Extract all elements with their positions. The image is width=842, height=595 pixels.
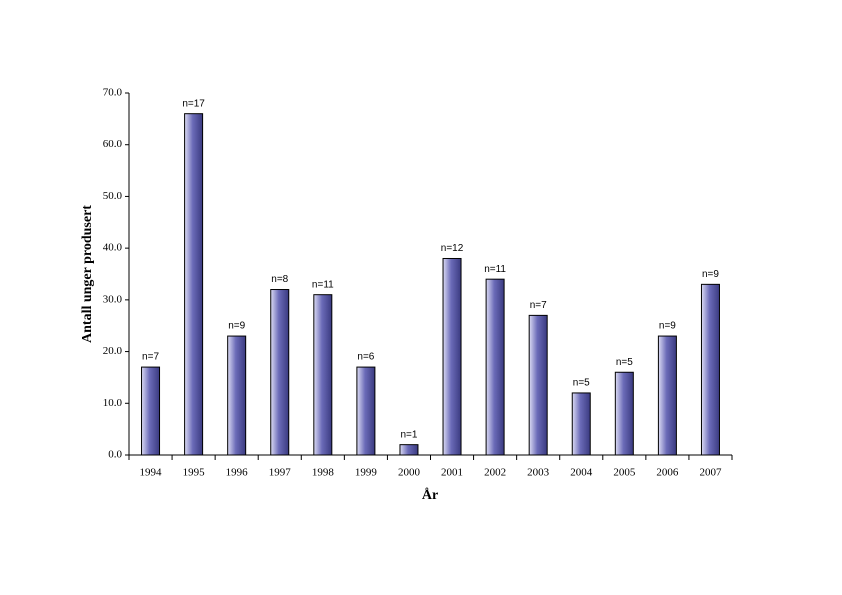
bar bbox=[141, 366, 161, 456]
x-tick-label: 2001 bbox=[441, 467, 463, 479]
x-tick-label: 2004 bbox=[570, 467, 593, 479]
x-tick-label: 2002 bbox=[484, 467, 506, 479]
x-tick-label: 2003 bbox=[527, 467, 550, 479]
x-tick-label: 2000 bbox=[398, 467, 421, 479]
x-tick-label: 1998 bbox=[312, 467, 335, 479]
bar bbox=[614, 371, 634, 456]
bar bbox=[657, 335, 677, 456]
sample-size-label: n=9 bbox=[228, 321, 245, 332]
sample-size-label: n=9 bbox=[659, 321, 676, 332]
x-tick-label: 1996 bbox=[226, 467, 249, 479]
bar bbox=[270, 289, 290, 456]
y-tick-label: 0.0 bbox=[108, 449, 122, 461]
y-tick-label: 50.0 bbox=[103, 190, 123, 202]
x-axis-title: År bbox=[422, 487, 438, 503]
y-axis-title: Antall unger produsert bbox=[80, 205, 95, 343]
y-tick-label: 10.0 bbox=[103, 397, 123, 409]
sample-size-label: n=8 bbox=[271, 274, 288, 285]
y-tick-label: 30.0 bbox=[103, 293, 123, 305]
sample-size-label: n=7 bbox=[530, 300, 547, 311]
sample-size-label: n=9 bbox=[702, 269, 719, 280]
bar bbox=[399, 444, 419, 456]
x-tick-label: 1994 bbox=[140, 467, 163, 479]
bar bbox=[485, 278, 505, 456]
bar bbox=[528, 314, 548, 456]
y-tick-label: 60.0 bbox=[103, 138, 123, 150]
sample-size-label: n=12 bbox=[441, 243, 464, 254]
sample-size-label: n=11 bbox=[312, 279, 334, 290]
bar bbox=[700, 283, 720, 456]
sample-size-label: n=7 bbox=[142, 352, 159, 363]
bar bbox=[571, 392, 591, 456]
x-tick-label: 2007 bbox=[699, 467, 722, 479]
x-tick-label: 1997 bbox=[269, 467, 292, 479]
x-tick-label: 2005 bbox=[613, 467, 636, 479]
bar bbox=[442, 257, 462, 456]
sample-size-label: n=6 bbox=[357, 352, 374, 363]
sample-size-label: n=17 bbox=[182, 98, 205, 109]
bar bbox=[227, 335, 247, 456]
x-tick-label: 2006 bbox=[656, 467, 679, 479]
y-tick-label: 20.0 bbox=[103, 345, 123, 357]
sample-size-label: n=11 bbox=[484, 264, 506, 275]
x-tick-label: 1995 bbox=[183, 467, 206, 479]
bar bbox=[184, 113, 204, 456]
sample-size-label: n=5 bbox=[616, 357, 633, 368]
sample-size-label: n=1 bbox=[400, 429, 417, 440]
bar bbox=[356, 366, 376, 456]
x-tick-label: 1999 bbox=[355, 467, 378, 479]
y-tick-label: 70.0 bbox=[103, 87, 123, 99]
bar bbox=[313, 294, 333, 456]
y-tick-label: 40.0 bbox=[103, 242, 123, 254]
sample-size-label: n=5 bbox=[573, 378, 590, 389]
